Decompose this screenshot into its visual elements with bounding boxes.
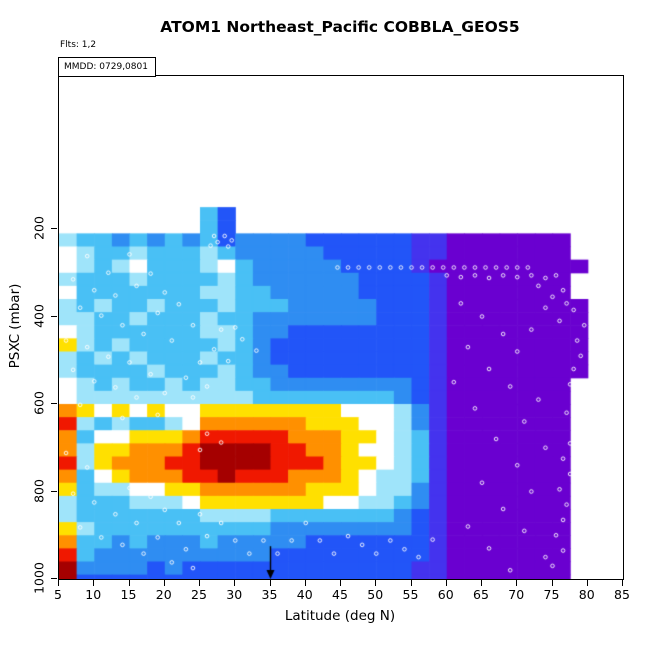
x-tick-label: 70 <box>508 587 525 602</box>
y-tick-mark <box>51 228 57 229</box>
y-tick-label: 200 <box>31 216 47 240</box>
y-tick-label: 1000 <box>31 562 47 594</box>
y-tick-label: 400 <box>31 303 47 328</box>
x-tick-label: 75 <box>543 587 560 602</box>
x-tick-label: 80 <box>578 587 595 602</box>
x-tick-label: 50 <box>367 587 384 602</box>
x-tick-label: 35 <box>261 587 278 602</box>
x-tick-label: 60 <box>437 587 454 602</box>
x-tick-mark <box>93 580 95 586</box>
x-tick-mark <box>58 580 59 586</box>
legend-box: MMDD: 0729,0801 <box>58 57 156 77</box>
legend-text: MMDD: 0729,0801 <box>64 62 148 72</box>
x-tick-label: 65 <box>473 587 489 602</box>
x-tick-mark <box>128 580 130 586</box>
flights-note: Flts: 1,2 <box>60 40 97 50</box>
y-tick-mark <box>51 403 57 404</box>
y-tick-mark <box>51 315 57 317</box>
x-axis-label: Latitude (deg N) <box>284 608 396 624</box>
x-tick-mark <box>622 580 623 586</box>
plot-area <box>58 75 624 580</box>
x-tick-mark <box>269 580 271 586</box>
x-tick-mark <box>199 580 200 586</box>
x-tick-mark <box>410 580 412 586</box>
x-tick-mark <box>551 580 553 586</box>
y-axis-label: PSXC (mbar) <box>7 283 23 369</box>
y-tick-label: 600 <box>31 391 47 415</box>
x-tick-label: 10 <box>85 587 102 602</box>
y-tick-mark <box>51 490 57 492</box>
y-tick-mark <box>51 578 57 579</box>
x-tick-label: 15 <box>120 587 137 602</box>
x-tick-mark <box>445 580 447 586</box>
x-tick-mark <box>234 580 236 586</box>
x-tick-label: 30 <box>226 587 243 602</box>
x-tick-label: 25 <box>191 587 207 602</box>
heatmap-canvas <box>59 76 623 579</box>
chart-title: ATOM1 Northeast_Pacific COBBLA_GEOS5 <box>160 18 520 36</box>
x-tick-label: 55 <box>402 587 419 602</box>
x-tick-label: 85 <box>614 587 630 602</box>
x-tick-label: 20 <box>155 587 172 602</box>
x-tick-mark <box>481 580 482 586</box>
x-tick-mark <box>375 580 377 586</box>
x-tick-mark <box>163 580 165 586</box>
x-tick-label: 40 <box>296 587 313 602</box>
x-tick-label: 5 <box>54 587 62 602</box>
x-tick-mark <box>586 580 588 586</box>
x-tick-mark <box>516 580 518 586</box>
x-tick-mark <box>304 580 306 586</box>
x-tick-label: 45 <box>332 587 348 602</box>
y-tick-label: 800 <box>31 478 47 503</box>
x-tick-mark <box>340 580 341 586</box>
